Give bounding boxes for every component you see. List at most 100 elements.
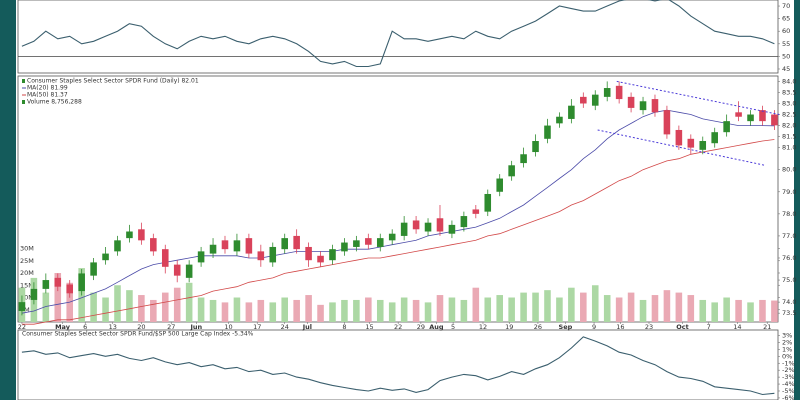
y-tick-label: 1% <box>782 345 792 353</box>
candle-body <box>173 264 181 276</box>
x-tick-label: Oct <box>676 323 689 331</box>
x-tick-label: 13 <box>109 323 117 331</box>
candle-body <box>161 249 169 267</box>
x-tick-label: Jun <box>189 323 202 331</box>
candle-body <box>18 302 26 311</box>
y-tick-label: 81.0 <box>782 144 796 152</box>
volume-bar <box>114 285 121 322</box>
x-tick-label: 8 <box>342 323 346 331</box>
y-tick-label: 65 <box>782 15 790 23</box>
y-tick-label: 82.0 <box>782 122 796 130</box>
y-tick-label: 78.0 <box>782 210 796 218</box>
candle-body <box>412 220 420 230</box>
candle-body <box>496 178 503 192</box>
x-tick-label: 20 <box>137 323 145 331</box>
y-tick-label: 79.0 <box>782 188 796 196</box>
line <box>21 336 775 396</box>
volume-bar <box>496 295 503 322</box>
y-tick-label: 2% <box>782 338 792 346</box>
candle-body <box>221 240 229 250</box>
volume-bar <box>233 297 241 322</box>
candle-body <box>305 246 312 261</box>
volume-bar <box>185 282 193 322</box>
y-tick-label: 20M <box>20 269 34 277</box>
candle-body <box>723 121 730 133</box>
legend-swatch <box>22 79 25 83</box>
candle-body <box>532 141 539 153</box>
candle-body <box>78 273 85 292</box>
x-tick-label: 15 <box>365 323 373 331</box>
x-tick-label: 16 <box>616 323 624 331</box>
candle-body <box>126 231 133 239</box>
x-tick-label: 10 <box>224 323 232 331</box>
y-tick-label: -5% <box>782 387 795 395</box>
candle-body <box>508 165 515 177</box>
volume-bar <box>281 297 288 322</box>
candle-body <box>42 280 50 289</box>
volume-bar <box>42 292 50 322</box>
x-tick-label: 26 <box>534 323 542 331</box>
volume-bar <box>341 299 348 322</box>
x-tick-label: Sep <box>559 323 573 331</box>
volume-bar <box>269 302 277 322</box>
trend-line <box>597 129 765 166</box>
volume-bar <box>771 300 778 322</box>
volume-bar <box>293 299 300 322</box>
candle-body <box>245 238 253 254</box>
volume-bar <box>317 304 324 322</box>
x-tick-label: 27 <box>167 323 175 331</box>
candle-body <box>185 264 193 278</box>
candle-body <box>209 244 217 254</box>
candle-body <box>675 129 683 146</box>
volume-bar <box>651 295 659 322</box>
volume-bar <box>508 297 515 322</box>
y-tick-label: -3% <box>782 373 795 381</box>
candle-body <box>544 125 551 139</box>
candle-body <box>687 138 695 148</box>
x-tick-label: 22 <box>18 323 26 331</box>
candle-body <box>353 240 360 247</box>
candle-body <box>520 154 527 164</box>
volume-bar <box>735 299 742 322</box>
volume-bar <box>544 290 551 322</box>
candle-body <box>197 251 205 263</box>
x-tick-label: Aug <box>429 323 444 331</box>
y-tick-label: 70 <box>782 2 790 10</box>
volume-bar <box>520 292 527 322</box>
y-tick-label: 30M <box>20 245 34 253</box>
y-tick-label: 3% <box>782 332 792 340</box>
candle-body <box>341 242 348 252</box>
y-tick-label: 84.0 <box>782 77 796 85</box>
candle-body <box>591 94 599 106</box>
legend-label: MA(20) 81.99 <box>27 85 68 92</box>
volume-bar <box>448 297 456 322</box>
volume-bar <box>675 292 683 322</box>
x-tick-label: May <box>55 323 71 331</box>
candle-body <box>735 112 742 117</box>
candle-body <box>448 224 456 234</box>
volume-bar <box>161 292 169 322</box>
moving-average <box>21 109 775 314</box>
x-tick-label: 12 <box>479 323 487 331</box>
y-tick-label: 10M <box>20 294 34 302</box>
y-tick-label: -4% <box>782 380 795 388</box>
y-tick-label: 76.0 <box>782 254 796 262</box>
x-tick-label: 24 <box>281 323 289 331</box>
y-tick-label: 77.0 <box>782 232 796 240</box>
candle-body <box>150 238 157 252</box>
candle-body <box>460 216 468 228</box>
volume-bar <box>400 297 408 322</box>
volume-bar <box>365 297 372 322</box>
volume-bar <box>747 302 754 322</box>
x-tick-label: Jul <box>302 323 312 331</box>
candle-body <box>365 238 372 245</box>
y-tick-label: 60 <box>782 27 790 35</box>
candle-body <box>424 222 432 232</box>
volume-bar <box>723 297 730 322</box>
candle-body <box>603 88 611 97</box>
legend-label: MA(50) 81.37 <box>27 92 68 99</box>
volume-bar <box>484 297 492 322</box>
